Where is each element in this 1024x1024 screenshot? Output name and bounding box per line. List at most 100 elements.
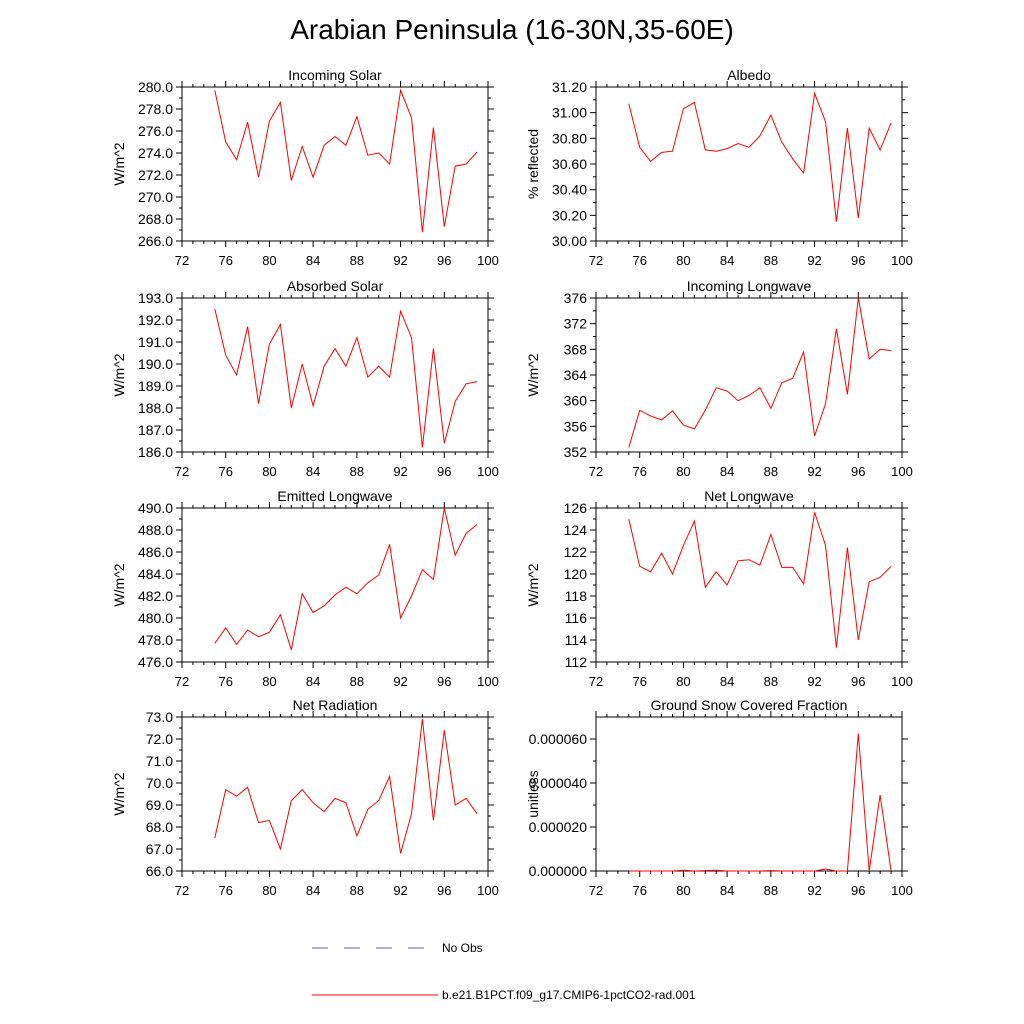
y-axis-label: W/m^2 xyxy=(111,353,127,396)
y-tick-label: 482.0 xyxy=(138,588,173,604)
x-tick-label: 92 xyxy=(807,253,821,268)
x-tick-label: 100 xyxy=(477,674,499,689)
x-tick-label: 96 xyxy=(437,253,451,268)
x-tick-label: 84 xyxy=(306,464,320,479)
y-tick-label: 73.0 xyxy=(146,709,173,725)
y-tick-label: 31.20 xyxy=(552,79,587,95)
panel-incoming-longwave: Incoming Longwave W/m^2 72 76 80 84 88 92 96 100 3… xyxy=(525,278,913,479)
y-tick-label: 30.80 xyxy=(552,130,587,146)
x-tick-label: 76 xyxy=(632,464,646,479)
x-tick-label: 88 xyxy=(764,464,778,479)
y-tick-label: 66.0 xyxy=(146,863,173,879)
y-tick-label: 67.0 xyxy=(146,841,173,857)
x-tick-label: 72 xyxy=(589,464,603,479)
y-tick-label: 122 xyxy=(564,544,588,560)
series-line-incoming-longwave xyxy=(628,297,892,448)
y-tick-label: 190.0 xyxy=(138,356,173,372)
y-axis-label: W/m^2 xyxy=(111,772,127,815)
y-tick-label: 0.000020 xyxy=(529,819,588,835)
x-tick-label: 96 xyxy=(437,674,451,689)
panel-incoming-solar: Incoming Solar W/m^2 72 76 80 84 88 92 96 100 266.… xyxy=(111,67,499,268)
x-tick-label: 100 xyxy=(891,253,913,268)
x-tick-label: 100 xyxy=(891,674,913,689)
x-tick-label: 72 xyxy=(589,674,603,689)
y-tick-label: 118 xyxy=(565,588,588,604)
x-tick-label: 92 xyxy=(393,253,407,268)
y-tick-label: 30.40 xyxy=(552,182,587,198)
panel-title: Incoming Solar xyxy=(288,67,382,83)
x-tick-label: 92 xyxy=(807,883,821,898)
panel-title: Emitted Longwave xyxy=(277,488,392,504)
x-tick-label: 100 xyxy=(891,464,913,479)
x-tick-label: 72 xyxy=(175,464,189,479)
y-axis-label: W/m^2 xyxy=(111,563,127,606)
plot-frame xyxy=(181,507,489,663)
panel-emitted-longwave: Emitted Longwave W/m^2 72 76 80 84 88 92 96 100 47… xyxy=(111,488,499,689)
panel-net-radiation: Net Radiation W/m^2 72 76 80 84 88 92 96 100 66.0 6… xyxy=(111,697,499,898)
x-tick-label: 92 xyxy=(393,674,407,689)
x-tick-label: 84 xyxy=(720,253,734,268)
panel-net-longwave: Net Longwave W/m^2 72 76 80 84 88 92 96 100 112 114… xyxy=(525,488,913,689)
x-tick-label: 96 xyxy=(851,464,865,479)
series-line-albedo xyxy=(628,91,892,222)
x-tick-label: 100 xyxy=(891,883,913,898)
y-tick-label: 280.0 xyxy=(138,79,173,95)
y-tick-label: 270.0 xyxy=(138,189,173,205)
y-axis-label: unitless xyxy=(525,770,541,817)
x-tick-label: 88 xyxy=(350,883,364,898)
y-axis-label: W/m^2 xyxy=(525,563,541,606)
x-tick-label: 100 xyxy=(477,253,499,268)
y-tick-label: 30.60 xyxy=(552,156,587,172)
x-tick-label: 96 xyxy=(851,674,865,689)
x-tick-label: 76 xyxy=(218,674,232,689)
x-tick-label: 72 xyxy=(589,253,603,268)
x-tick-label: 76 xyxy=(218,253,232,268)
y-tick-label: 126 xyxy=(564,500,588,516)
y-axis-label: % reflected xyxy=(525,129,541,199)
y-tick-label: 120 xyxy=(564,566,588,582)
panel-title: Ground Snow Covered Fraction xyxy=(651,697,848,713)
y-tick-label: 71.0 xyxy=(146,753,173,769)
x-tick-label: 76 xyxy=(218,464,232,479)
x-tick-label: 84 xyxy=(720,674,734,689)
y-tick-label: 0.000060 xyxy=(529,731,588,747)
plot-frame xyxy=(181,86,489,242)
panel-title: Incoming Longwave xyxy=(687,278,812,294)
x-tick-label: 92 xyxy=(807,674,821,689)
series-line-net-longwave xyxy=(628,512,892,648)
x-tick-label: 96 xyxy=(437,464,451,479)
y-tick-label: 114 xyxy=(565,632,588,648)
x-tick-label: 76 xyxy=(218,883,232,898)
x-tick-label: 72 xyxy=(175,674,189,689)
y-tick-label: 274.0 xyxy=(138,145,173,161)
y-tick-label: 30.20 xyxy=(552,207,587,223)
series-line-net-radiation xyxy=(214,719,478,854)
x-tick-label: 84 xyxy=(306,253,320,268)
y-tick-label: 476.0 xyxy=(138,654,173,670)
x-tick-label: 84 xyxy=(306,883,320,898)
y-tick-label: 484.0 xyxy=(138,566,173,582)
x-tick-label: 88 xyxy=(350,253,364,268)
legend-label-no-obs: No Obs xyxy=(442,941,483,955)
y-tick-label: 192.0 xyxy=(138,312,173,328)
y-tick-label: 31.00 xyxy=(552,105,587,121)
x-tick-label: 92 xyxy=(807,464,821,479)
panel-title: Absorbed Solar xyxy=(287,278,384,294)
panel-albedo: Albedo % reflected 72 76 80 84 88 92 96 100 30.00 3… xyxy=(525,67,913,268)
y-tick-label: 124 xyxy=(564,522,588,538)
y-tick-label: 486.0 xyxy=(138,544,173,560)
y-tick-label: 30.00 xyxy=(552,233,587,249)
figure-title: Arabian Peninsula (16-30N,35-60E) xyxy=(290,14,734,45)
panel-title: Net Radiation xyxy=(293,697,378,713)
plot-frame xyxy=(595,716,903,872)
y-tick-label: 68.0 xyxy=(146,819,173,835)
x-tick-label: 80 xyxy=(262,674,276,689)
y-tick-label: 276.0 xyxy=(138,123,173,139)
panel-title: Net Longwave xyxy=(704,488,794,504)
x-tick-label: 84 xyxy=(306,674,320,689)
x-tick-label: 84 xyxy=(720,464,734,479)
y-tick-label: 268.0 xyxy=(138,211,173,227)
panel-ground-snow-covered-fraction: Ground Snow Covered Fraction unitless 72 76… xyxy=(525,697,913,898)
y-tick-label: 372 xyxy=(564,316,588,332)
y-tick-label: 278.0 xyxy=(138,101,173,117)
